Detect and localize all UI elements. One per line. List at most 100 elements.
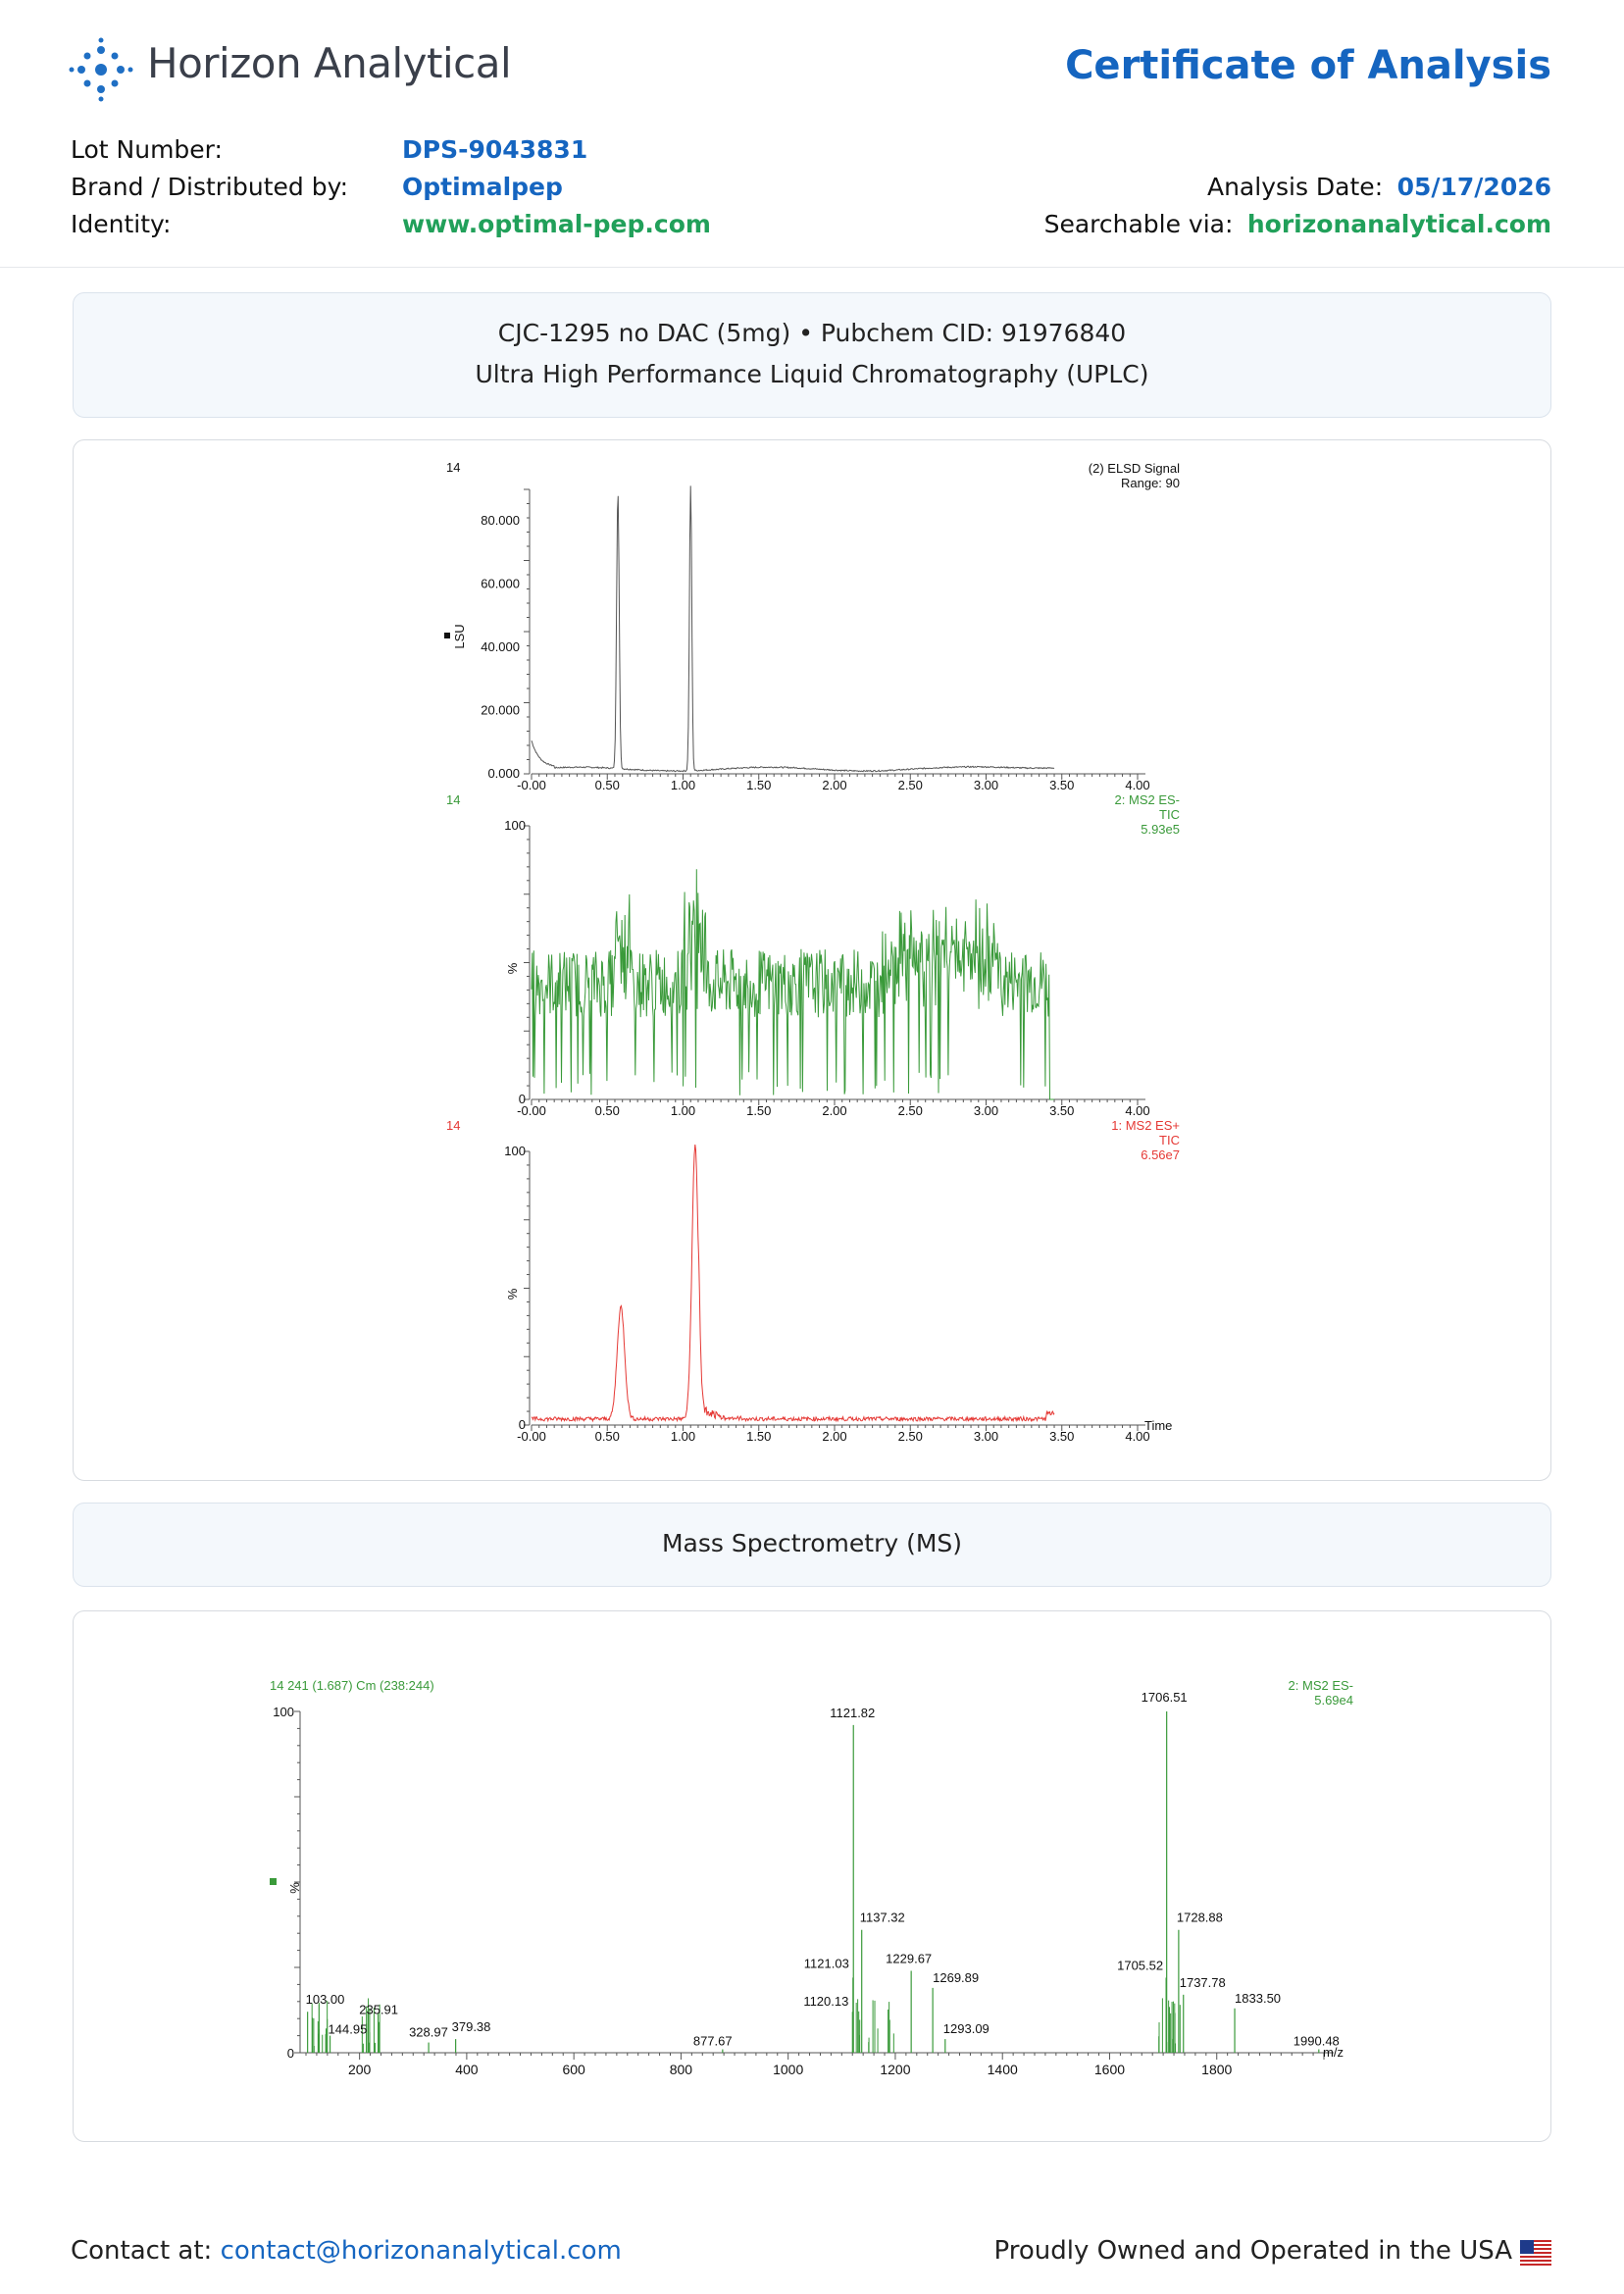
- uplc-x-tick-label: -0.00: [517, 778, 546, 792]
- uplc-x-tick-label: 3.00: [974, 1429, 998, 1444]
- ms-peak-label: 144.95: [329, 2022, 368, 2037]
- ms-chart-panel: 200 400 600 800 1000 1200 1400 1600 1800 0 100 14 2…: [73, 1610, 1551, 2142]
- us-flag-icon: [1520, 2240, 1551, 2266]
- uplc-legend-entry: Range: 90: [1121, 476, 1180, 490]
- identity-value[interactable]: www.optimal-pep.com: [402, 210, 711, 238]
- uplc-x-tick-label: 2.00: [822, 1429, 846, 1444]
- compound-line: CJC-1295 no DAC (5mg) • Pubchem CID: 919…: [497, 319, 1127, 347]
- uplc-x-tick-label: 1.50: [746, 1429, 771, 1444]
- uplc-chromatograms: -0.00 0.50 1.00 1.50 2.00 2.50 3.00 3.50 4.00 0.0…: [444, 460, 1180, 1444]
- ms-peak-label: 1120.13: [803, 1994, 848, 2009]
- uplc-x-tick-label: 3.00: [974, 778, 998, 792]
- uplc-trace-line: [531, 485, 1055, 773]
- ms-x-tick-label: 1000: [773, 2062, 803, 2077]
- ms-peak-label: 1990.48: [1294, 2034, 1340, 2049]
- uplc-legend-entry: 1: MS2 ES+: [1111, 1118, 1180, 1133]
- ms-x-tick-label: 400: [455, 2062, 479, 2077]
- lot-value: DPS-9043831: [402, 135, 588, 164]
- ms-peak-label: 1269.89: [933, 1970, 979, 1985]
- uplc-y-tick-label: 0.000: [487, 766, 520, 781]
- ms-x-tick-label: 1800: [1201, 2062, 1232, 2077]
- uplc-x-tick-label: 3.50: [1049, 1103, 1074, 1118]
- method-line: Ultra High Performance Liquid Chromatogr…: [475, 360, 1149, 388]
- uplc-y-tick-label: 100: [504, 818, 526, 833]
- uplc-x-tick-label: 2.50: [898, 1429, 923, 1444]
- uplc-x-tick-label: 4.00: [1125, 778, 1149, 792]
- contact-label: Contact at:: [71, 2236, 213, 2266]
- uplc-x-tick-label: 3.50: [1049, 1429, 1074, 1444]
- uplc-x-tick-label: 2.00: [822, 778, 846, 792]
- uplc-legend-entry: 5.93e5: [1141, 822, 1180, 837]
- ms-peak-label: 1728.88: [1177, 1911, 1223, 1925]
- ms-y-marker: [270, 1878, 277, 1885]
- ms-chart-title: 14 241 (1.687) Cm (238:244): [270, 1678, 434, 1693]
- ms-title-panel: Mass Spectrometry (MS): [73, 1503, 1551, 1587]
- ms-x-tick-label: 1200: [880, 2062, 910, 2077]
- uplc-legend-entry: TIC: [1159, 1133, 1180, 1147]
- uplc-y-label: %: [505, 962, 520, 974]
- uplc-legend-entry: (2) ELSD Signal: [1089, 461, 1180, 476]
- ms-x-tick-label: 1600: [1094, 2062, 1125, 2077]
- uplc-x-tick-label: 0.50: [595, 1429, 620, 1444]
- uplc-legend-entry: 6.56e7: [1141, 1147, 1180, 1162]
- ms-peak-label: 1121.82: [830, 1706, 875, 1720]
- ms-y-label: %: [287, 1882, 302, 1894]
- uplc-x-tick-label: 4.00: [1125, 1429, 1149, 1444]
- uplc-x-tick-label: 1.00: [671, 778, 695, 792]
- ms-x-tick-label: 600: [562, 2062, 585, 2077]
- uplc-x-tick-label: 1.00: [671, 1429, 695, 1444]
- ms-peak-label: 1705.52: [1117, 1958, 1163, 1972]
- uplc-legend-entry: TIC: [1159, 807, 1180, 822]
- ms-title: Mass Spectrometry (MS): [661, 1529, 963, 1557]
- ms-y-tick-label: 0: [287, 2046, 294, 2061]
- footer-contact: Contact at: contact@horizonanalytical.co…: [71, 2236, 622, 2266]
- lot-label: Lot Number:: [71, 135, 223, 164]
- ms-y-tick-label: 100: [273, 1705, 294, 1719]
- uplc-x-tick-label: 2.50: [898, 1103, 923, 1118]
- ms-x-label: m/z: [1323, 2045, 1344, 2060]
- uplc-y-tick-label: 0: [519, 1092, 526, 1106]
- uplc-y-tick-label: 40.000: [481, 639, 520, 654]
- uplc-y-tick-label: 80.000: [481, 513, 520, 528]
- footer-tagline: Proudly Owned and Operated in the USA: [993, 2236, 1512, 2266]
- ms-peak-label: 1706.51: [1142, 1690, 1188, 1705]
- ms-peak-label: 1737.78: [1180, 1975, 1226, 1990]
- uplc-trace-line: [531, 1145, 1055, 1423]
- uplc-corner-label: 14: [446, 1118, 460, 1133]
- uplc-x-tick-label: 1.50: [746, 778, 771, 792]
- page-title: Certificate of Analysis: [1065, 43, 1551, 88]
- ms-peak-label: 379.38: [452, 2019, 491, 2034]
- ms-peak-label: 235.91: [359, 2003, 398, 2017]
- uplc-x-tick-label: 2.00: [822, 1103, 846, 1118]
- ms-x-tick-label: 1400: [988, 2062, 1018, 2077]
- date-value: 05/17/2026: [1396, 173, 1551, 201]
- analysis-date: Analysis Date: 05/17/2026: [1207, 173, 1551, 201]
- uplc-y-tick-label: 20.000: [481, 703, 520, 718]
- ms-peak-label: 1121.03: [804, 1956, 849, 1970]
- ms-peak-label: 1229.67: [886, 1951, 932, 1965]
- search-value[interactable]: horizonanalytical.com: [1246, 210, 1551, 238]
- uplc-y-tick-label: 60.000: [481, 577, 520, 591]
- uplc-x-tick-label: 3.50: [1049, 778, 1074, 792]
- ms-legend-entry: 2: MS2 ES-: [1289, 1678, 1353, 1693]
- ms-peak-label: 1833.50: [1235, 1991, 1281, 2006]
- contact-email-link[interactable]: contact@horizonanalytical.com: [220, 2236, 622, 2266]
- ms-peak-label: 103.00: [306, 1992, 345, 2007]
- ms-peak-label: 877.67: [693, 2034, 733, 2049]
- uplc-chart-panel: -0.00 0.50 1.00 1.50 2.00 2.50 3.00 3.50 4.00 0.0…: [73, 439, 1551, 1481]
- brand-logo-icon: [69, 37, 133, 102]
- search-label: Searchable via:: [1043, 210, 1234, 238]
- ms-x-tick-label: 800: [670, 2062, 693, 2077]
- brand-name: Horizon Analytical: [147, 39, 512, 87]
- uplc-x-tick-label: 3.00: [974, 1103, 998, 1118]
- ms-peak-label: 328.97: [409, 2025, 448, 2040]
- uplc-x-tick-label: 1.00: [671, 1103, 695, 1118]
- ms-x-tick-label: 200: [348, 2062, 372, 2077]
- uplc-x-tick-label: 0.50: [595, 778, 620, 792]
- brand-label: Brand / Distributed by:: [71, 173, 349, 201]
- mass-spectrum: 200 400 600 800 1000 1200 1400 1600 1800 0 100 14 2…: [270, 1678, 1353, 2077]
- identity-label: Identity:: [71, 210, 172, 238]
- uplc-x-tick-label: -0.00: [517, 1103, 546, 1118]
- uplc-y-tick-label: 0: [519, 1417, 526, 1432]
- uplc-y-marker: [444, 633, 450, 638]
